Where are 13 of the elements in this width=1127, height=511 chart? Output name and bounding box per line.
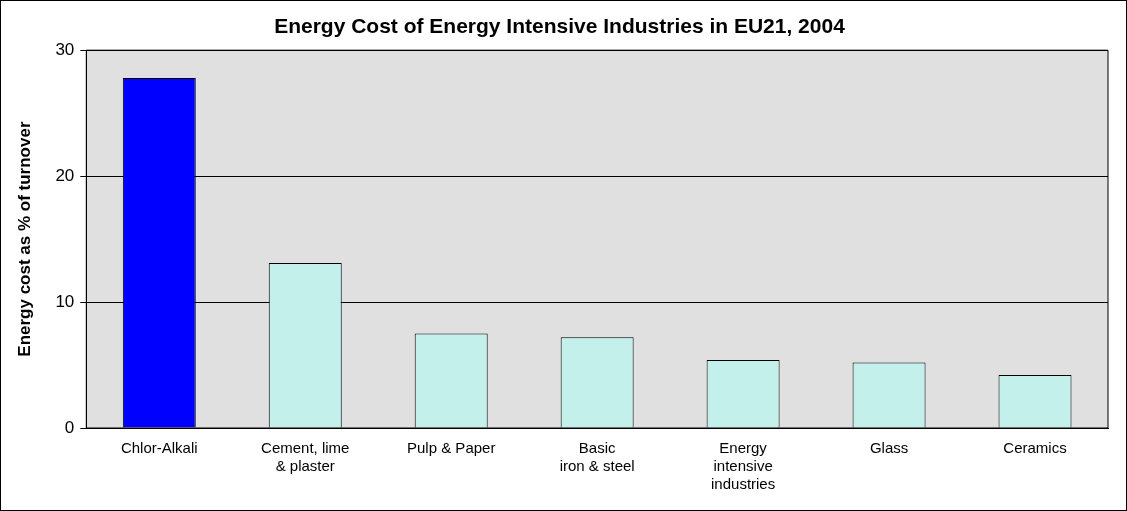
y-tick-label: 0	[64, 417, 75, 437]
x-tick-label: Chlor-Alkali	[120, 439, 198, 457]
x-tick-label: Cement, lime & plaster	[261, 439, 350, 475]
y-tick-label: 30	[55, 39, 75, 59]
x-tick-label: Ceramics	[1003, 439, 1067, 457]
x-tick-label: Pulp & Paper	[407, 439, 496, 457]
x-tick-label: Glass	[869, 439, 909, 457]
y-axis-title: Energy cost as % of turnover	[14, 121, 34, 357]
y-tick-label: 20	[55, 165, 75, 185]
chart-title: Energy Cost of Energy Intensive Industries in EU21, 2004	[274, 14, 846, 38]
y-tick-label: 10	[55, 291, 75, 311]
x-tick-label: Basic iron & steel	[559, 439, 635, 475]
x-tick-label: Energy intensive industries	[711, 439, 776, 493]
